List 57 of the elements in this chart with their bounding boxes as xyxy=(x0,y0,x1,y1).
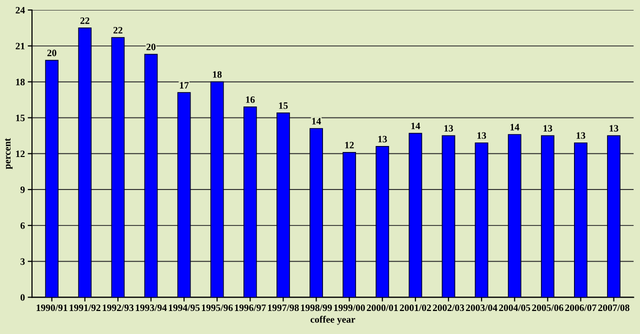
data-label: 18 xyxy=(213,71,222,78)
bar xyxy=(376,146,390,298)
x-tick-label: 1992/93 xyxy=(102,304,134,312)
x-tick-label: 1990/91 xyxy=(36,304,68,312)
x-tick-label: 2002/03 xyxy=(432,304,464,312)
bar xyxy=(508,134,522,298)
y-tick-label: 9 xyxy=(20,186,25,194)
bar xyxy=(111,37,125,298)
x-tick-label: 1996/97 xyxy=(235,304,266,312)
bar xyxy=(342,152,356,298)
x-tick-label: 1999/00 xyxy=(334,304,365,312)
bar xyxy=(144,54,158,298)
bar xyxy=(310,128,323,298)
x-tick-label: 1998/99 xyxy=(301,304,332,312)
y-tick-label: 6 xyxy=(20,222,25,229)
data-label: 15 xyxy=(279,102,288,109)
y-tick-label: 18 xyxy=(16,78,25,86)
data-label: 14 xyxy=(411,122,420,130)
y-tick-label: 24 xyxy=(16,6,25,14)
x-tick-label: 2004/05 xyxy=(499,304,530,312)
data-label: 13 xyxy=(378,136,387,142)
y-tick-label: 0 xyxy=(20,294,25,301)
data-label: 16 xyxy=(246,96,255,103)
x-axis-title: coffee year xyxy=(310,316,356,325)
data-label: 14 xyxy=(510,124,520,130)
y-tick-label: 12 xyxy=(16,150,25,158)
data-label: 13 xyxy=(477,132,486,139)
y-tick-label: 3 xyxy=(20,258,25,265)
data-label: 22 xyxy=(80,17,90,24)
x-tick-label: 2006/07 xyxy=(565,304,596,312)
x-tick-label: 2007/08 xyxy=(598,304,630,312)
data-label: 20 xyxy=(146,44,156,50)
bar xyxy=(276,112,290,298)
data-label: 13 xyxy=(544,125,552,132)
data-label: 13 xyxy=(576,132,586,139)
y-axis-title: percent xyxy=(5,138,13,170)
x-tick-label: 2000/01 xyxy=(366,304,398,312)
bar xyxy=(243,106,257,298)
bar xyxy=(78,28,92,298)
data-label: 12 xyxy=(345,142,354,148)
x-tick-label: 1994/95 xyxy=(168,304,200,312)
data-label: 13 xyxy=(610,125,618,132)
x-tick-label: 1997/98 xyxy=(268,304,299,312)
x-tick-label: 1991/92 xyxy=(70,304,100,312)
x-tick-label: 2001/02 xyxy=(400,304,431,312)
data-label: 17 xyxy=(180,82,189,88)
x-tick-label: 2005/06 xyxy=(532,304,564,312)
x-tick-label: 2003/04 xyxy=(466,304,498,312)
data-label: 13 xyxy=(444,125,454,132)
y-tick-label: 15 xyxy=(16,114,25,122)
data-label: 22 xyxy=(113,26,122,34)
data-label: 20 xyxy=(47,50,56,56)
bar xyxy=(177,92,191,298)
x-tick-label: 1995/96 xyxy=(202,304,233,312)
data-label: 14 xyxy=(312,118,321,124)
x-tick-label: 1993/94 xyxy=(136,304,167,312)
y-tick-label: 21 xyxy=(16,42,25,50)
